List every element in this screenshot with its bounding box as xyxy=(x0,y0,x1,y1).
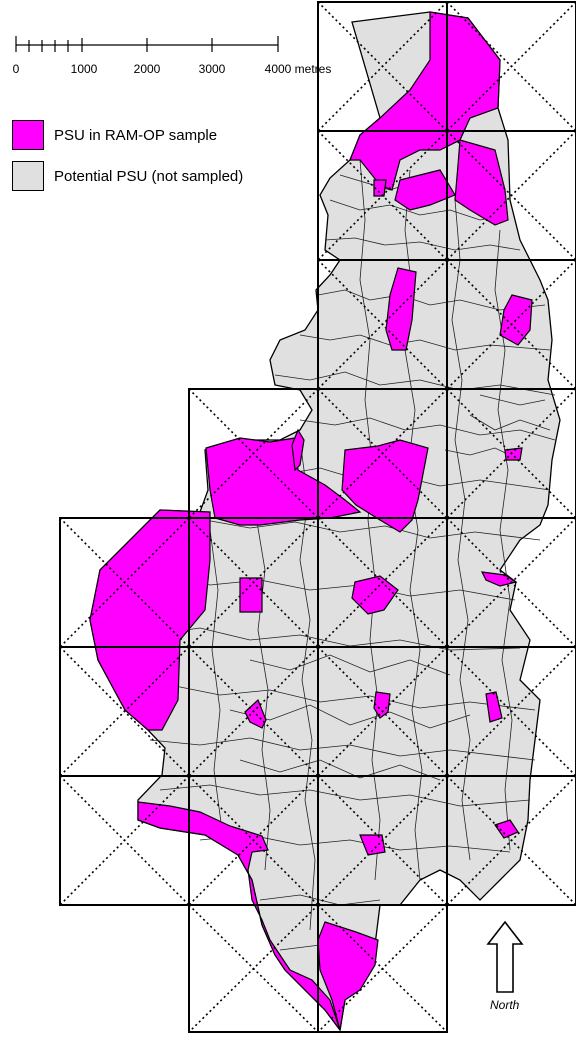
grid-tiles xyxy=(59,1,576,1033)
legend-label-not-sampled: Potential PSU (not sampled) xyxy=(54,167,244,185)
scale-bar xyxy=(15,36,279,52)
scale-tick-2000: 2000 xyxy=(133,62,161,76)
legend-label-sampled: PSU in RAM-OP sample xyxy=(54,126,218,144)
psu-sampled-north xyxy=(349,11,501,191)
psu-sampled-south-east xyxy=(494,819,519,839)
psu-sampled-central-small xyxy=(373,691,391,719)
psu-sampled-small-1 xyxy=(373,179,387,197)
sampled-psus xyxy=(89,11,533,1031)
scale-tick-3000: 3000 xyxy=(198,62,226,76)
legend-swatch-not-sampled xyxy=(12,161,44,191)
psu-sampled-central-west xyxy=(205,437,362,526)
psu-sampled-north-east xyxy=(454,139,509,226)
psu-sampled-south xyxy=(317,921,379,1031)
psu-sampled-west-small xyxy=(239,577,263,613)
psu-sampled-south-west xyxy=(137,801,341,1031)
psu-sampled-tri xyxy=(244,698,267,729)
north-label: North xyxy=(490,998,520,1012)
scale-tick-1000: 1000 xyxy=(70,62,98,76)
psu-sampled-central-north xyxy=(341,439,429,533)
north-arrow-icon xyxy=(486,920,524,993)
psu-sampled-north-centre xyxy=(394,169,456,211)
psu-sampled-south-small xyxy=(359,834,386,856)
psu-sampled-east-3 xyxy=(480,571,518,587)
legend-item-not-sampled: Potential PSU (not sampled) xyxy=(12,161,243,191)
psu-sampled-hook xyxy=(291,428,305,472)
scale-tick-4000: 4000 metres xyxy=(264,62,332,76)
psu-sampled-east-4 xyxy=(485,691,503,723)
psu-sampled-east-2 xyxy=(504,447,523,461)
psu-sampled-strip xyxy=(385,267,417,351)
legend-item-sampled: PSU in RAM-OP sample xyxy=(12,120,217,150)
psu-boundaries xyxy=(99,159,556,956)
legend-swatch-sampled xyxy=(12,120,44,150)
psu-sampled-east-1 xyxy=(499,294,533,346)
scale-tick-0: 0 xyxy=(12,62,20,76)
psu-sampled-west xyxy=(89,509,211,731)
